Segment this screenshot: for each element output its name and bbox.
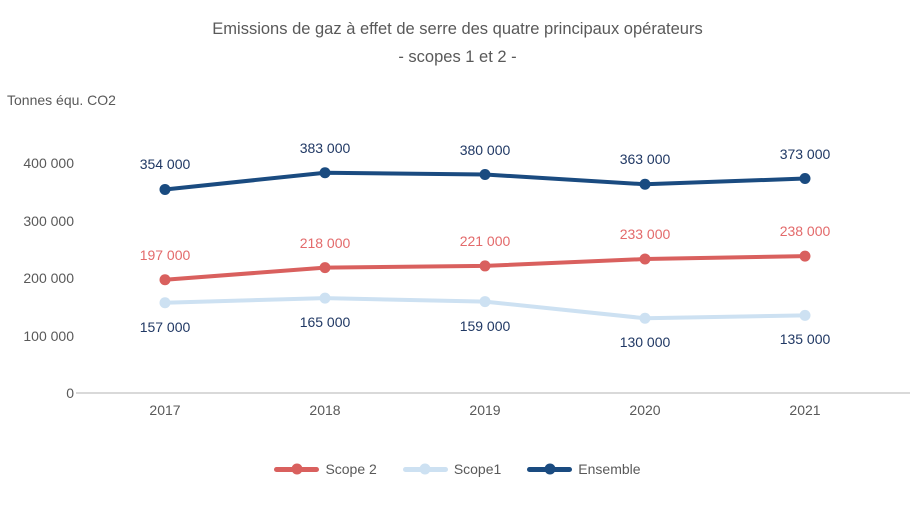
data-point-ensemble-2020 bbox=[639, 178, 651, 190]
data-label-scope1-2018: 165 000 bbox=[299, 314, 351, 331]
x-tick-2019: 2019 bbox=[469, 402, 501, 418]
data-point-scope-2-2019 bbox=[479, 260, 491, 272]
data-label-ensemble-2017: 354 000 bbox=[139, 156, 191, 173]
legend-label-scope-2: Scope 2 bbox=[325, 461, 377, 477]
legend-item-scope1: Scope1 bbox=[402, 461, 502, 477]
data-label-ensemble-2019: 380 000 bbox=[459, 141, 511, 158]
data-label-ensemble-2021: 373 000 bbox=[779, 145, 831, 162]
legend-dot-scope1-icon bbox=[419, 463, 431, 475]
data-label-scope1-2017: 157 000 bbox=[139, 318, 191, 335]
data-label-scope1-2019: 159 000 bbox=[459, 317, 511, 334]
data-label-ensemble-2020: 363 000 bbox=[619, 151, 671, 168]
legend-marker-scope1-icon bbox=[402, 463, 448, 475]
legend-dot-scope-2-icon bbox=[291, 463, 303, 475]
legend-label-scope1: Scope1 bbox=[453, 461, 502, 477]
data-label-scope-2-2020: 233 000 bbox=[619, 226, 671, 243]
x-tick-2017: 2017 bbox=[149, 402, 181, 418]
data-point-scope-2-2020 bbox=[639, 253, 651, 265]
chart-title-block: Emissions de gaz à effet de serre des qu… bbox=[0, 15, 915, 71]
data-label-scope1-2020: 130 000 bbox=[619, 334, 671, 351]
y-tick-100000: 100 000 bbox=[23, 327, 74, 344]
data-point-scope-2-2021 bbox=[799, 250, 811, 262]
data-point-scope-2-2017 bbox=[159, 274, 171, 286]
y-tick-400000: 400 000 bbox=[23, 155, 74, 171]
legend-item-scope-2: Scope 2 bbox=[274, 461, 377, 477]
data-label-scope1-2021: 135 000 bbox=[779, 331, 831, 348]
data-label-scope-2-2019: 221 000 bbox=[459, 232, 511, 249]
data-point-ensemble-2017 bbox=[159, 183, 171, 195]
data-label-ensemble-2018: 383 000 bbox=[299, 139, 351, 156]
x-tick-2021: 2021 bbox=[789, 402, 821, 418]
legend: Scope 2 Scope1 Ensemble bbox=[0, 461, 915, 477]
x-tick-2020: 2020 bbox=[629, 402, 661, 418]
data-label-scope-2-2017: 197 000 bbox=[139, 246, 191, 263]
chart-title: Emissions de gaz à effet de serre des qu… bbox=[212, 20, 703, 38]
legend-marker-scope-2-icon bbox=[274, 463, 320, 475]
y-tick-0: 0 bbox=[66, 385, 74, 401]
data-label-scope-2-2021: 238 000 bbox=[779, 223, 831, 240]
data-point-scope-2-2018 bbox=[319, 262, 331, 274]
x-tick-2018: 2018 bbox=[309, 402, 341, 418]
chart-subtitle: - scopes 1 et 2 - bbox=[398, 48, 517, 66]
data-label-scope-2-2018: 218 000 bbox=[299, 234, 351, 251]
data-point-scope1-2020 bbox=[639, 312, 651, 324]
data-point-ensemble-2019 bbox=[479, 169, 491, 180]
data-point-scope1-2019 bbox=[479, 296, 491, 308]
data-point-scope1-2018 bbox=[319, 292, 331, 304]
data-point-scope1-2017 bbox=[159, 297, 171, 309]
legend-dot-ensemble-icon bbox=[544, 463, 556, 475]
legend-label-ensemble: Ensemble bbox=[578, 461, 641, 477]
legend-marker-ensemble-icon bbox=[527, 463, 573, 475]
y-tick-300000: 300 000 bbox=[23, 212, 74, 229]
data-point-scope1-2021 bbox=[799, 309, 811, 321]
legend-item-ensemble: Ensemble bbox=[527, 461, 641, 477]
data-point-ensemble-2018 bbox=[319, 167, 331, 179]
y-axis-unit-label: Tonnes équ. CO2 bbox=[7, 92, 116, 108]
data-point-ensemble-2021 bbox=[799, 173, 811, 185]
y-tick-200000: 200 000 bbox=[23, 270, 74, 286]
